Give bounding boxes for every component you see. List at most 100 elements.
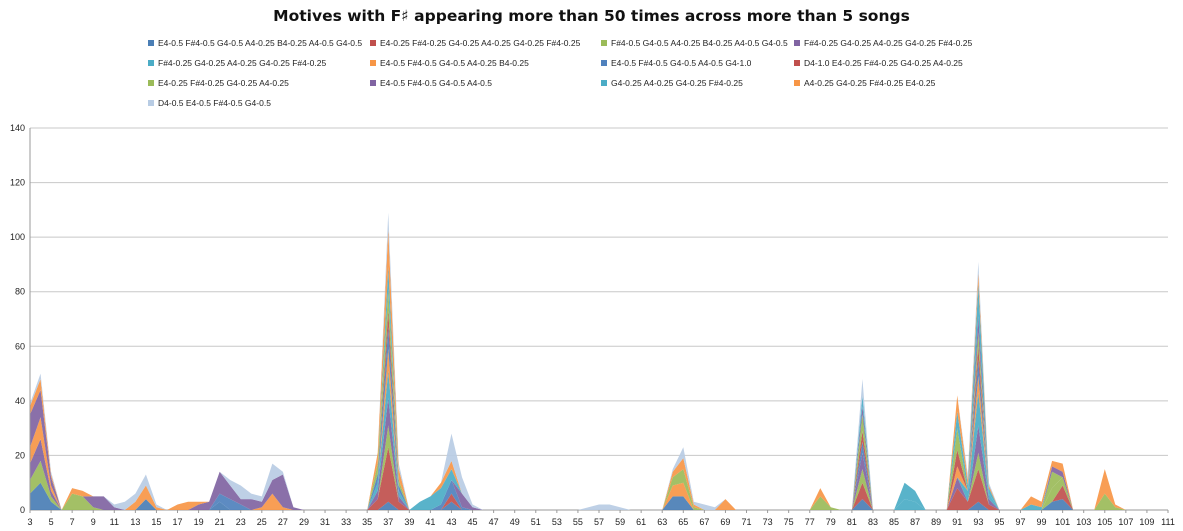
x-tick-label: 15 xyxy=(151,517,161,527)
legend-swatch xyxy=(601,80,607,86)
legend-label: E4-0.5 F#4-0.5 G4-0.5 A4-0.5 xyxy=(380,78,492,88)
legend-swatch xyxy=(370,80,376,86)
x-tick-label: 61 xyxy=(636,517,646,527)
series-area xyxy=(30,212,1168,510)
series-area xyxy=(30,349,1168,510)
legend-item: A4-0.25 G4-0.25 F#4-0.25 E4-0.25 xyxy=(794,78,935,88)
x-tick-label: 11 xyxy=(110,517,119,527)
series-area xyxy=(30,425,1168,510)
x-tick-label: 31 xyxy=(320,517,330,527)
x-tick-label: 39 xyxy=(404,517,414,527)
legend-swatch xyxy=(794,60,800,66)
x-tick-label: 5 xyxy=(49,517,54,527)
y-tick-label: 120 xyxy=(10,178,25,188)
legend-swatch xyxy=(370,60,376,66)
legend-label: A4-0.25 G4-0.25 F#4-0.25 E4-0.25 xyxy=(804,78,936,88)
legend-swatch xyxy=(148,40,154,46)
legend-item: F#4-0.5 G4-0.5 A4-0.25 B4-0.25 A4-0.5 G4… xyxy=(601,38,788,48)
x-tick-label: 103 xyxy=(1076,517,1091,527)
legend-item: E4-0.25 F#4-0.25 G4-0.25 A4-0.25 xyxy=(148,78,289,88)
series-area xyxy=(30,447,1168,510)
x-tick-label: 45 xyxy=(468,517,478,527)
x-tick-label: 47 xyxy=(489,517,499,527)
x-tick-label: 75 xyxy=(784,517,794,527)
x-tick-label: 27 xyxy=(278,517,288,527)
x-tick-label: 9 xyxy=(91,517,96,527)
gridlines xyxy=(30,127,1168,511)
x-tick-label: 77 xyxy=(805,517,815,527)
x-tick-label: 93 xyxy=(973,517,983,527)
x-tick-label: 95 xyxy=(994,517,1004,527)
x-tick-label: 65 xyxy=(678,517,688,527)
y-tick-label: 60 xyxy=(15,341,25,351)
chart-title: Motives with F♯ appearing more than 50 t… xyxy=(273,7,910,25)
legend-label: D4-1.0 E4-0.25 F#4-0.25 G4-0.25 A4-0.25 xyxy=(804,58,963,68)
y-tick-label: 80 xyxy=(15,287,25,297)
x-tick-label: 53 xyxy=(552,517,562,527)
x-tick-label: 89 xyxy=(931,517,941,527)
x-tick-label: 49 xyxy=(510,517,520,527)
series-area xyxy=(30,482,1168,510)
x-tick-label: 19 xyxy=(194,517,204,527)
x-tick-label: 23 xyxy=(236,517,246,527)
legend-item: E4-0.5 F#4-0.5 G4-0.5 A4-0.25 B4-0.25 xyxy=(370,58,529,68)
legend-swatch xyxy=(148,100,154,106)
legend-label: F#4-0.25 G4-0.25 A4-0.25 G4-0.25 F#4-0.2… xyxy=(158,58,327,68)
x-tick-label: 101 xyxy=(1055,517,1070,527)
legend-swatch xyxy=(601,60,607,66)
series-area xyxy=(30,327,1168,510)
legend-label: E4-0.25 F#4-0.25 G4-0.25 A4-0.25 xyxy=(158,78,289,88)
legend-swatch xyxy=(148,60,154,66)
legend-item: E4-0.5 F#4-0.5 G4-0.5 A4-0.25 B4-0.25 A4… xyxy=(148,38,362,48)
series-area xyxy=(30,310,1168,510)
x-tick-label: 111 xyxy=(1161,517,1175,527)
legend-item: F#4-0.25 G4-0.25 A4-0.25 G4-0.25 F#4-0.2… xyxy=(148,58,326,68)
legend-label: F#4-0.5 G4-0.5 A4-0.25 B4-0.25 A4-0.5 G4… xyxy=(611,38,788,48)
legend-item: D4-1.0 E4-0.25 F#4-0.25 G4-0.25 A4-0.25 xyxy=(794,58,963,68)
x-tick-label: 3 xyxy=(27,517,32,527)
x-tick-label: 25 xyxy=(257,517,267,527)
series-area xyxy=(30,267,1168,510)
y-tick-label: 100 xyxy=(10,232,25,242)
x-tick-label: 13 xyxy=(130,517,140,527)
legend-swatch xyxy=(601,40,607,46)
legend-label: G4-0.25 A4-0.25 G4-0.25 F#4-0.25 xyxy=(611,78,743,88)
x-tick-label: 43 xyxy=(446,517,456,527)
x-tick-label: 79 xyxy=(826,517,836,527)
legend-swatch xyxy=(794,80,800,86)
x-tick-label: 97 xyxy=(1015,517,1025,527)
x-tick-label: 109 xyxy=(1139,517,1154,527)
legend-swatch xyxy=(370,40,376,46)
x-tick-label: 67 xyxy=(699,517,709,527)
x-tick-label: 37 xyxy=(383,517,393,527)
legend-label: D4-0.5 E4-0.5 F#4-0.5 G4-0.5 xyxy=(158,98,271,108)
x-tick-label: 59 xyxy=(615,517,625,527)
x-tick-label: 71 xyxy=(742,517,752,527)
series-area xyxy=(30,398,1168,510)
x-tick-label: 85 xyxy=(889,517,899,527)
x-tick-label: 17 xyxy=(173,517,183,527)
y-tick-label: 140 xyxy=(10,123,25,133)
legend-label: E4-0.25 F#4-0.25 G4-0.25 A4-0.25 G4-0.25… xyxy=(380,38,581,48)
legend-item: D4-0.5 E4-0.5 F#4-0.5 G4-0.5 xyxy=(148,98,271,108)
x-tick-label: 21 xyxy=(215,517,225,527)
x-tick-label: 35 xyxy=(362,517,372,527)
x-tick-label: 83 xyxy=(868,517,878,527)
x-tick-label: 29 xyxy=(299,517,309,527)
x-tick-label: 63 xyxy=(657,517,667,527)
x-tick-label: 41 xyxy=(425,517,435,527)
legend-item: G4-0.25 A4-0.25 G4-0.25 F#4-0.25 xyxy=(601,78,743,88)
legend-swatch xyxy=(794,40,800,46)
y-tick-label: 0 xyxy=(20,505,25,515)
x-tick-label: 73 xyxy=(763,517,773,527)
legend-swatch xyxy=(148,80,154,86)
legend-item: F#4-0.25 G4-0.25 A4-0.25 G4-0.25 F#4-0.2… xyxy=(794,38,972,48)
x-tick-label: 87 xyxy=(910,517,920,527)
legend-label: E4-0.5 F#4-0.5 G4-0.5 A4-0.25 B4-0.25 xyxy=(380,58,529,68)
series-area xyxy=(30,370,1168,510)
x-tick-label: 105 xyxy=(1097,517,1112,527)
x-tick-label: 33 xyxy=(341,517,351,527)
x-tick-label: 51 xyxy=(531,517,541,527)
x-tick-label: 55 xyxy=(573,517,583,527)
